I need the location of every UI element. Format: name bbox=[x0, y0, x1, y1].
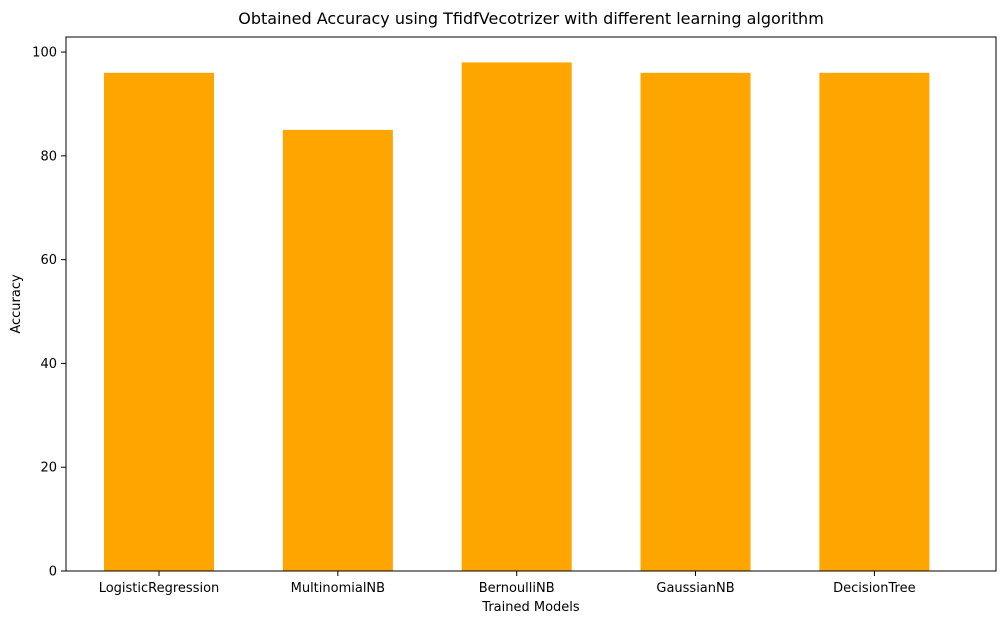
x-tick-label: DecisionTree bbox=[833, 581, 915, 596]
bar-bernoullinb bbox=[461, 62, 572, 572]
y-tick-label: 40 bbox=[40, 357, 57, 372]
chart-title: Obtained Accuracy using TfidfVecotrizer … bbox=[238, 9, 824, 28]
plot-frame bbox=[65, 36, 997, 572]
bar-decisiontree bbox=[819, 72, 930, 571]
y-axis-ticks: 0 20 40 60 80 100 bbox=[32, 46, 66, 580]
y-axis-label: Accuracy bbox=[9, 274, 24, 334]
y-tick-label: 80 bbox=[40, 149, 57, 164]
y-tick-label: 20 bbox=[40, 461, 57, 476]
bar-logisticregression bbox=[104, 72, 214, 571]
y-tick-label: 0 bbox=[49, 565, 57, 580]
x-tick-label: GaussianNB bbox=[656, 581, 734, 596]
x-tick-label: MultinomialNB bbox=[291, 581, 385, 596]
x-axis-ticks: LogisticRegression MultinomialNB Bernoulli… bbox=[99, 571, 916, 596]
bar-gaussiannb bbox=[640, 72, 751, 571]
y-tick-label: 100 bbox=[32, 46, 57, 61]
bars-group bbox=[104, 62, 930, 572]
x-axis-label: Trained Models bbox=[481, 600, 580, 615]
y-tick-label: 60 bbox=[40, 253, 57, 268]
bar-multinomialnb bbox=[282, 129, 393, 571]
x-tick-label: BernoulliNB bbox=[479, 581, 555, 596]
x-tick-label: LogisticRegression bbox=[99, 581, 220, 596]
